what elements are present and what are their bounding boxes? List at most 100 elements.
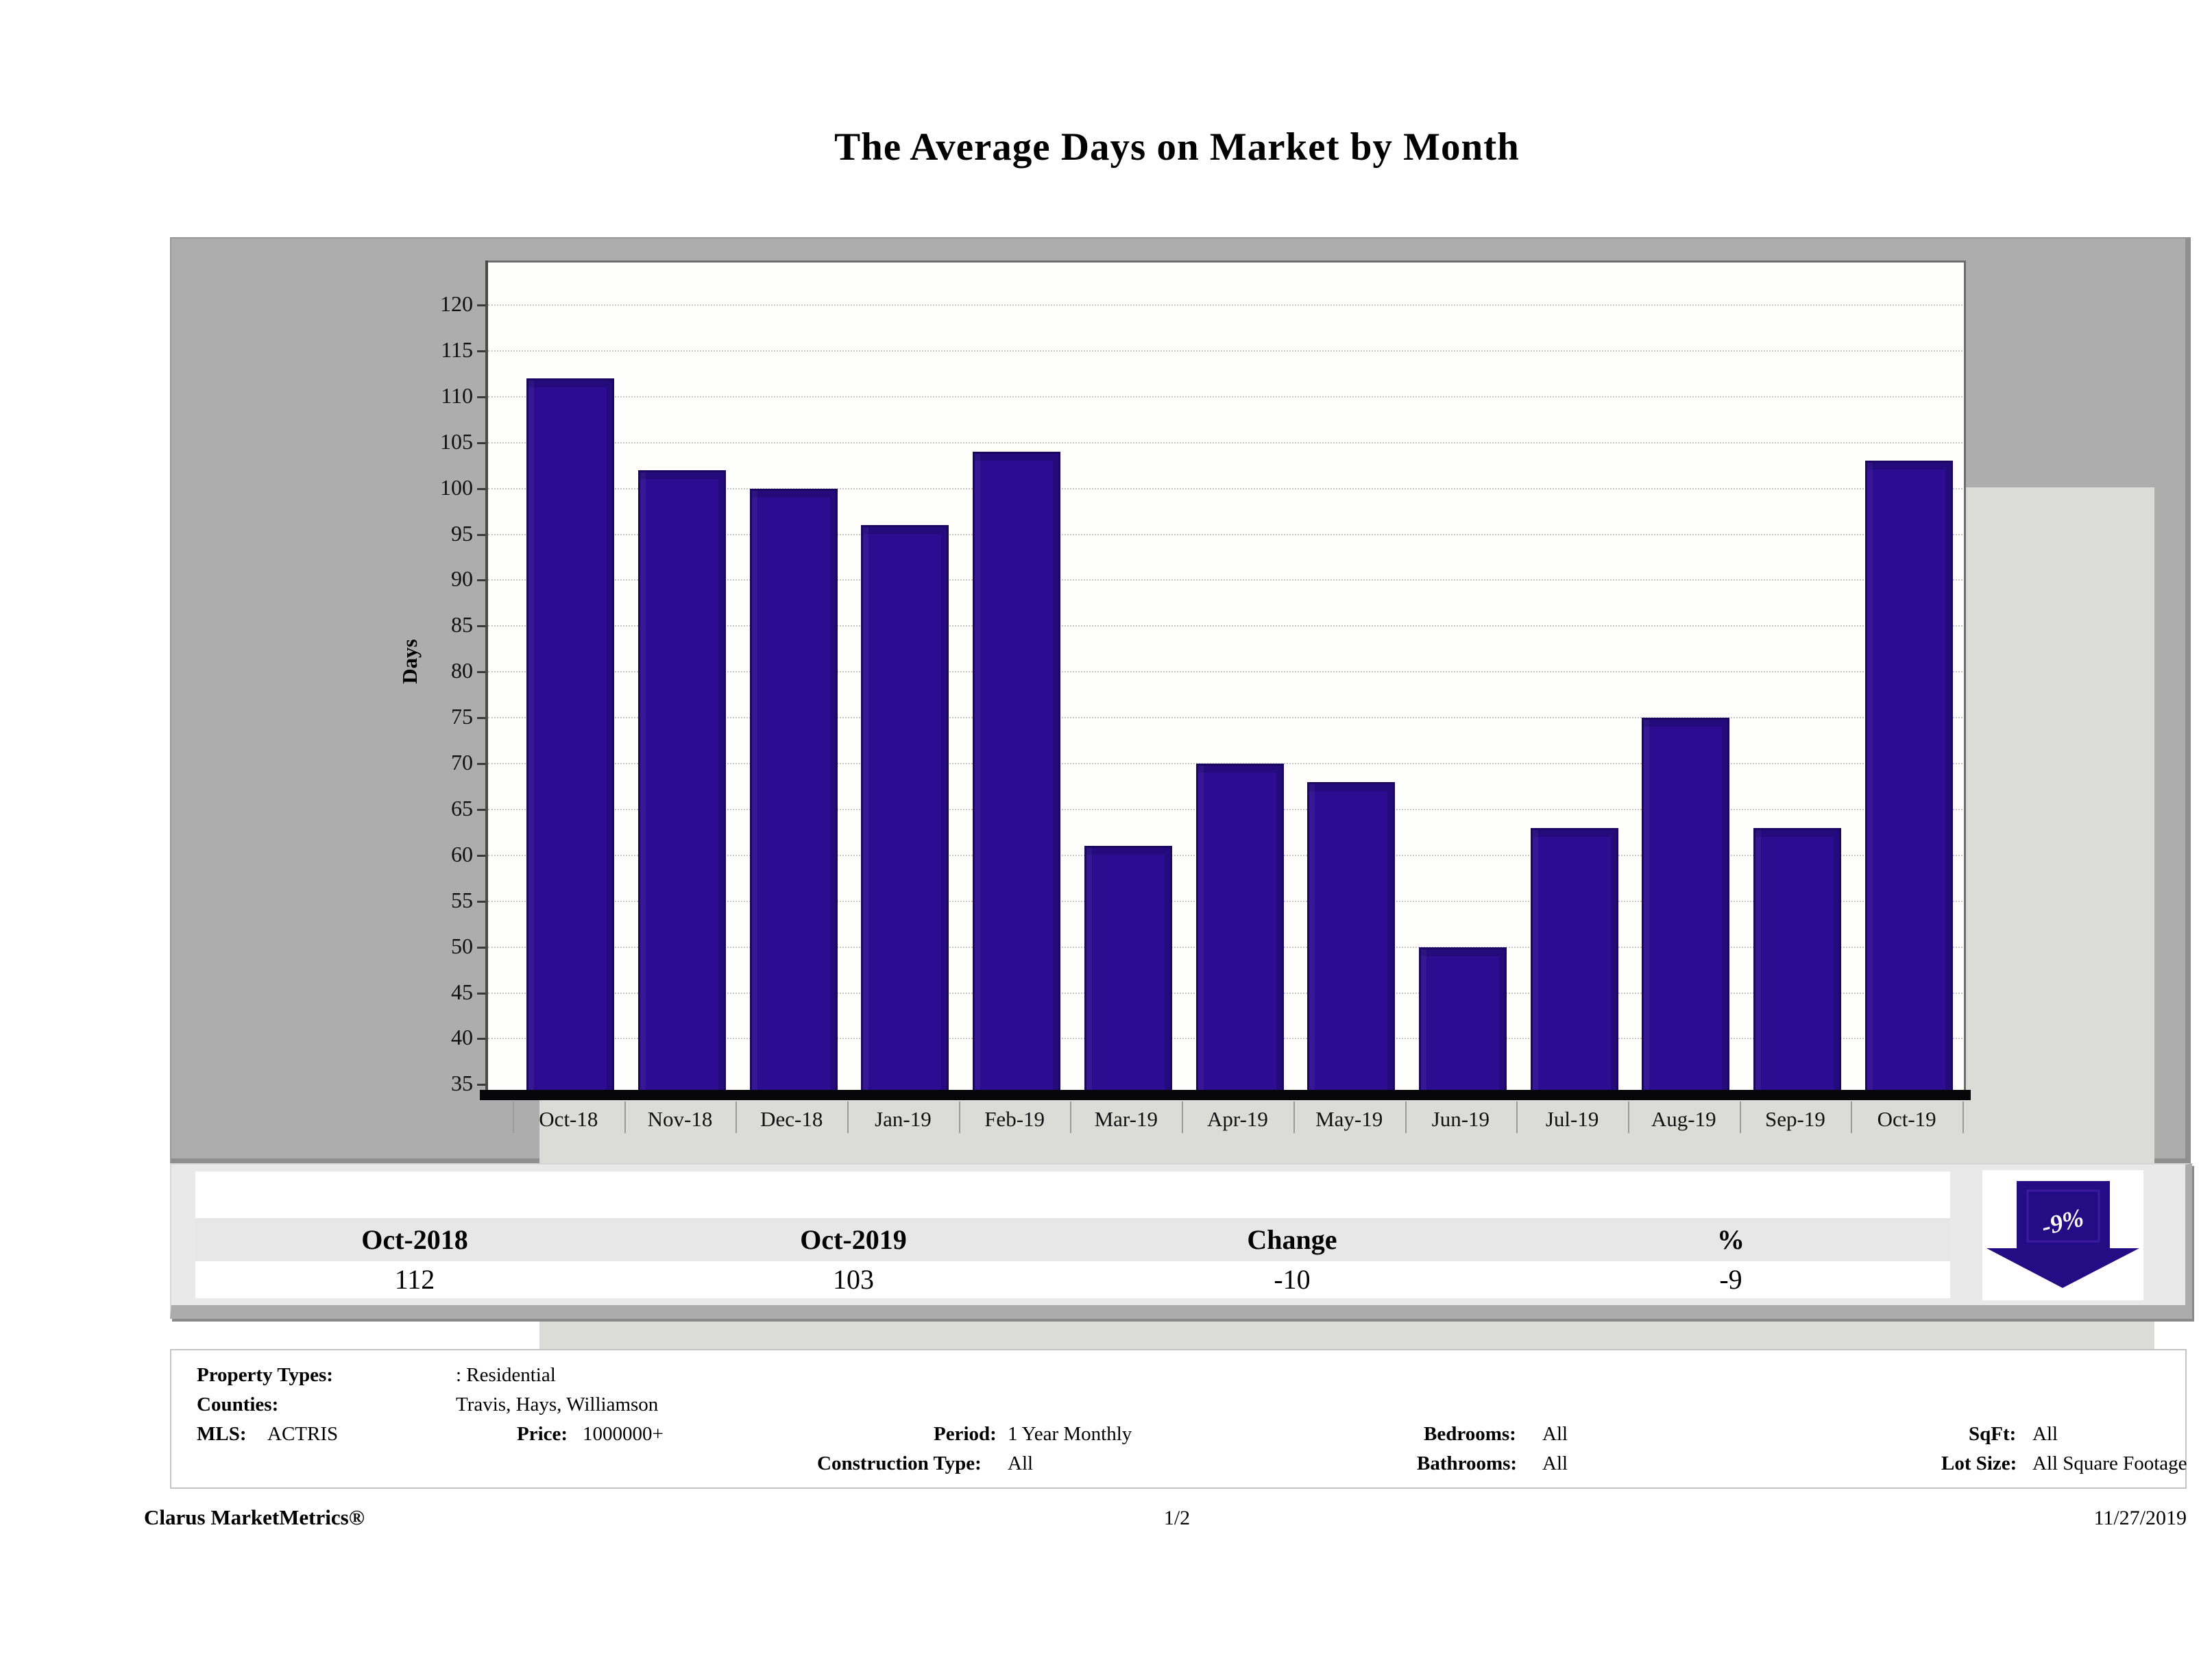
y-axis-line [485,260,488,1091]
bar [1195,764,1284,1092]
gridline [488,625,1962,627]
summary-value-row: 112 103 -10 -9 [195,1261,1950,1298]
bar [1642,718,1730,1092]
x-axis-separator [847,1102,849,1133]
y-axis-tick [477,487,485,490]
property-types-value: : Residential [456,1364,556,1386]
construction-type-label: Construction Type: [817,1452,982,1474]
x-tick-label: Oct-18 [539,1107,598,1131]
y-axis-tick [477,808,485,811]
gridline [488,304,1962,306]
bathrooms-label: Bathrooms: [1417,1452,1518,1474]
x-axis-separator [624,1102,626,1133]
y-tick-label: 35 [451,1071,473,1096]
property-types-label: Property Types: [197,1364,333,1386]
y-axis-tick [477,350,485,352]
down-arrow-icon: -9% [1986,1181,2139,1288]
x-tick-label: Apr-19 [1207,1107,1268,1131]
bar [861,525,949,1092]
period-value: 1 Year Monthly [1008,1423,1132,1445]
x-axis-separator [1070,1102,1072,1133]
x-axis-separator [1962,1102,1964,1133]
y-tick-label: 95 [451,520,473,546]
gridline [488,717,1962,719]
summary-header-cell: % [1717,1224,1745,1255]
y-tick-label: 115 [441,337,473,362]
x-tick-label: Aug-19 [1651,1107,1716,1131]
sqft-value: All [2032,1423,2058,1445]
y-tick-label: 105 [440,428,473,454]
summary-empty-row [195,1171,1950,1218]
summary-header-cell: Change [1247,1224,1337,1255]
summary-value-cell: 112 [394,1264,435,1295]
y-axis-tick [477,579,485,582]
mls-value: ACTRIS [267,1423,339,1445]
x-axis-separator [736,1102,738,1133]
y-axis-tick [477,533,485,536]
y-tick-label: 80 [451,658,473,683]
x-axis-separator [513,1102,514,1133]
summary-section: Oct-2018 Oct-2019 Change% 112 103 -10 -9 -9% [170,1163,2192,1319]
y-axis-tick [477,763,485,765]
x-tick-label: Jul-19 [1545,1107,1599,1131]
summary-header-cell: Oct-2019 [800,1224,907,1255]
y-axis-tick [477,1084,485,1086]
x-axis-separator [1627,1102,1629,1133]
bar [1753,827,1841,1092]
bar [638,470,727,1092]
y-axis-tick [477,946,485,949]
bar [1084,846,1172,1092]
chart-title: The Average Days on Market by Month [834,125,1520,169]
lot-size-label: Lot Size: [1941,1452,2017,1474]
y-axis-tick [477,625,485,628]
y-tick-label: 110 [441,382,473,408]
gridline [488,350,1962,352]
y-tick-label: 85 [451,612,473,637]
bar [526,378,615,1092]
summary-table: Oct-2018 Oct-2019 Change% 112 103 -10 -9 [195,1171,1950,1298]
y-axis-tick [477,900,485,903]
gridline [488,441,1962,443]
y-tick-label: 100 [440,474,473,500]
price-value: 1000000+ [583,1423,664,1445]
bar [1418,947,1507,1092]
y-axis-tick [477,1038,485,1041]
gridline [488,533,1962,535]
lot-size-value: All Square Footage [2032,1452,2187,1474]
x-axis-separator [1516,1102,1518,1133]
y-axis-tick [477,717,485,720]
summary-value-cell: -10 [1274,1264,1311,1295]
y-tick-label: 75 [451,704,473,729]
y-tick-label: 120 [440,291,473,316]
footer-date: 11/27/2019 [2093,1507,2187,1529]
y-axis-tick [477,671,485,674]
gridline [488,671,1962,673]
x-axis-separator [1182,1102,1184,1133]
x-tick-label: Jun-19 [1431,1107,1490,1131]
x-tick-label: Dec-18 [760,1107,823,1131]
gridline [488,579,1962,581]
x-tick-label: Feb-19 [984,1107,1045,1131]
trend-arrow-box: -9% [1982,1170,2143,1300]
y-axis-tick [477,854,485,857]
x-axis-line [480,1090,1971,1100]
y-tick-label: 90 [451,566,473,592]
bar [1530,827,1618,1092]
bathrooms-value: All [1542,1452,1568,1474]
bar [749,488,838,1092]
period-label: Period: [934,1423,997,1445]
y-tick-label: 55 [451,887,473,912]
counties-label: Counties: [197,1394,279,1415]
footer-brand: Clarus MarketMetrics® [144,1505,365,1529]
price-label: Price: [517,1423,568,1445]
y-axis-title: Days [398,639,422,684]
gridline [488,396,1962,398]
construction-type-value: All [1008,1452,1034,1474]
x-axis-separator [1405,1102,1407,1133]
summary-value-cell: 103 [833,1264,874,1295]
bar [1307,781,1396,1092]
y-tick-label: 60 [451,841,473,866]
summary-header-row: Oct-2018 Oct-2019 Change% [195,1218,1950,1261]
footer-page-number: 1/2 [1163,1507,1191,1529]
summary-header-cell: Oct-2018 [361,1224,468,1255]
